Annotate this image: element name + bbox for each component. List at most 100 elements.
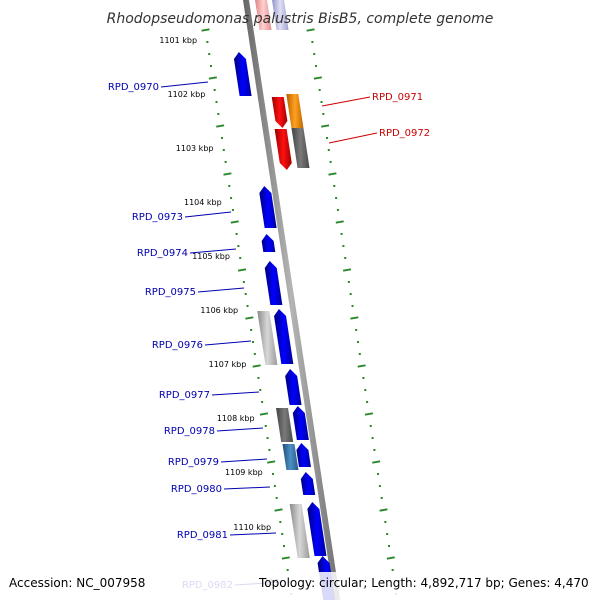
ring-dot [286, 569, 289, 571]
ring-dot [213, 89, 216, 91]
ring-dot [311, 41, 314, 43]
gene-label[interactable]: RPD_0977 [159, 390, 210, 401]
ring-tick [372, 460, 381, 464]
ring-dot [224, 161, 227, 163]
gene-arrow [300, 472, 316, 495]
ring-dot [340, 233, 343, 235]
ring-tick [386, 556, 395, 560]
ring-dot [378, 485, 381, 487]
gene-leader-line [328, 132, 378, 144]
footer-background [0, 572, 600, 600]
ring-dot [281, 533, 284, 535]
ring-tick [237, 268, 247, 272]
ring-dot [380, 497, 383, 499]
ring-tick [350, 316, 359, 320]
ring-dot [220, 137, 223, 139]
ring-dot [347, 281, 350, 283]
ring-tick [274, 508, 283, 512]
ring-dot [246, 305, 249, 307]
ring-dot [387, 545, 390, 547]
ring-dot [355, 329, 358, 331]
gene-label[interactable]: RPD_0976 [152, 340, 203, 351]
ring-dot [384, 521, 387, 523]
ring-dot [329, 161, 332, 163]
gene-leader-line [197, 287, 245, 293]
gene-label[interactable]: RPD_0972 [379, 128, 430, 139]
ring-dot [320, 101, 323, 103]
gene-arrow [274, 129, 292, 170]
ring-dot [268, 449, 271, 451]
ring-dot [282, 545, 285, 547]
gene-label[interactable]: RPD_0978 [164, 426, 215, 437]
map-title: Rhodopseudomonas palustris BisB5, comple… [107, 11, 494, 27]
ring-dot [272, 473, 275, 475]
gene-label[interactable]: RPD_0974 [137, 248, 188, 259]
ring-dot [231, 209, 234, 211]
ring-dot [313, 53, 316, 55]
ring-dot [349, 293, 352, 295]
ring-dot [261, 401, 264, 403]
gene-label[interactable]: RPD_0975 [145, 287, 196, 298]
ring-tick [252, 364, 261, 368]
ring-dot [222, 149, 225, 151]
ring-dot [210, 65, 213, 67]
gene-feature [286, 94, 304, 128]
ring-dot [266, 437, 269, 439]
gene-label[interactable]: RPD_0971 [372, 92, 423, 103]
ring-dot [273, 485, 276, 487]
ring-dot [253, 353, 256, 355]
ring-dot [327, 149, 330, 151]
ring-dot [237, 245, 240, 247]
ring-dot [377, 473, 380, 475]
ruler-label: 1108 kbp [217, 414, 255, 423]
ring-dot [356, 341, 359, 343]
ring-dot [244, 293, 247, 295]
gene-features [233, 0, 336, 600]
gene-arrow [285, 369, 302, 405]
gene-leader-line [184, 211, 232, 218]
ring-dot [215, 101, 218, 103]
gene-label[interactable]: RPD_0980 [171, 484, 222, 495]
gene-label[interactable]: RPD_0970 [108, 82, 159, 93]
gene-feature [254, 0, 272, 30]
genome-summary-text: Topology: circular; Length: 4,892,717 bp… [258, 576, 589, 590]
ring-dot [250, 329, 253, 331]
ring-tick [379, 508, 388, 512]
ring-tick [364, 412, 374, 416]
ring-dot [230, 197, 233, 199]
gene-leader-line [211, 391, 260, 396]
gene-leader-line [229, 532, 277, 536]
gene-feature [282, 444, 299, 470]
ring-dot [228, 185, 231, 187]
gene-arrow [261, 234, 276, 252]
ring-dot [257, 377, 260, 379]
ring-tick [267, 460, 276, 464]
ring-dot [322, 113, 325, 115]
gene-feature [272, 0, 289, 30]
gene-arrow [296, 443, 311, 467]
gene-label[interactable]: RPD_0973 [132, 212, 183, 223]
ring-dot [358, 353, 361, 355]
ring-tick [342, 268, 352, 272]
ring-dot [364, 389, 367, 391]
gene-feature [291, 128, 310, 168]
ring-dot [325, 137, 328, 139]
ring-tick [328, 172, 337, 176]
gene-leader-line [321, 96, 371, 107]
gene-arrow [233, 52, 252, 96]
ring-dot [391, 569, 394, 571]
gene-leader-line [160, 81, 209, 88]
ring-dot [351, 305, 354, 307]
ring-tick [335, 220, 344, 224]
ring-dot [259, 389, 262, 391]
ruler-label: 1101 kbp [159, 36, 197, 45]
ruler-label: 1104 kbp [184, 198, 222, 207]
gene-label[interactable]: RPD_0979 [168, 457, 219, 468]
ring-dot [344, 257, 347, 259]
gene-label[interactable]: RPD_0981 [177, 530, 228, 541]
ruler-label: 1110 kbp [233, 523, 271, 532]
ring-dot [336, 209, 339, 211]
ring-dot [318, 89, 321, 91]
gene-arrow [307, 502, 327, 556]
